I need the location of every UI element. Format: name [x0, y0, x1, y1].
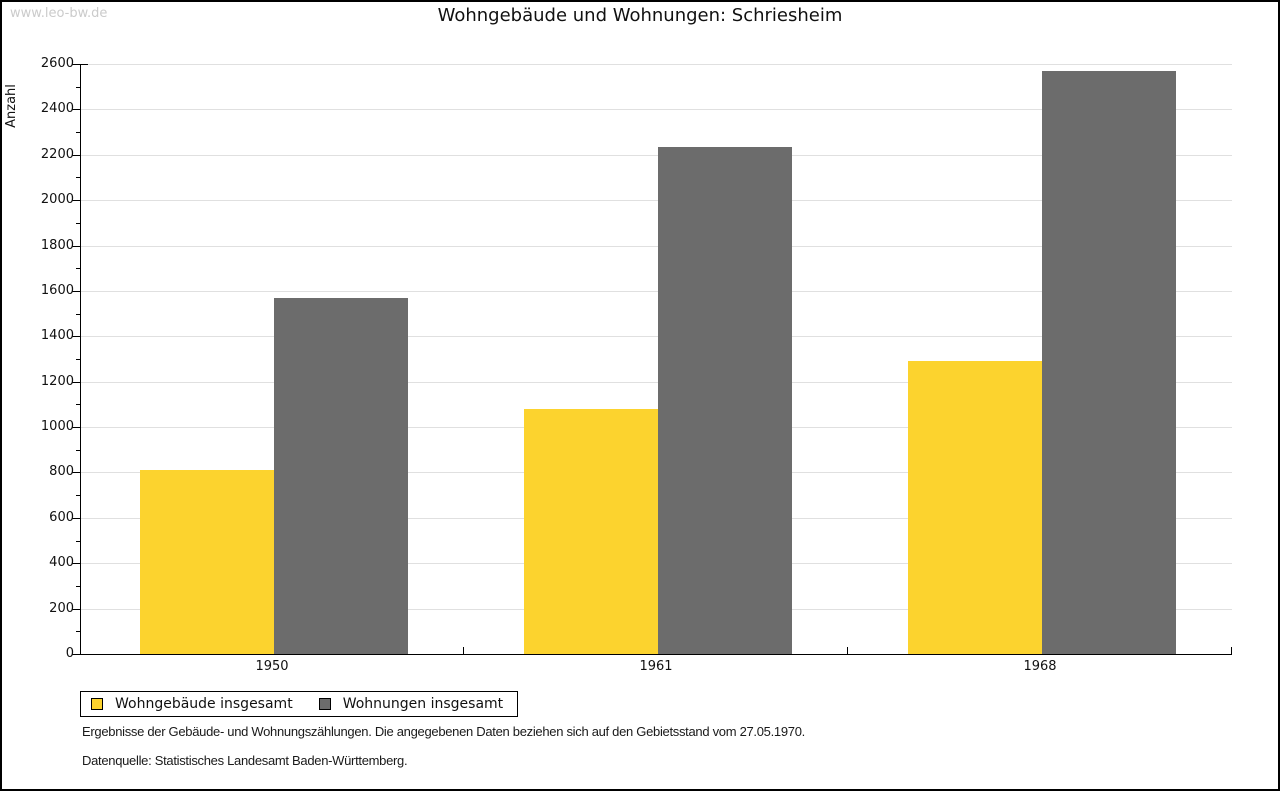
x-axis-tick [463, 647, 464, 654]
y-axis-major-tick [72, 200, 80, 201]
legend: Wohngebäude insgesamt Wohnungen insgesamt [80, 691, 519, 717]
y-axis-line [80, 64, 81, 655]
gridline [80, 155, 1232, 156]
legend-swatch-icon [91, 698, 103, 710]
y-axis-minor-tick [76, 314, 80, 315]
chart-title: Wohngebäude und Wohnungen: Schriesheim [437, 5, 843, 26]
y-axis-tick-label: 0 [65, 646, 74, 661]
y-axis-tick-label: 1800 [40, 238, 74, 253]
plot-area [80, 64, 1232, 655]
y-axis-minor-tick [76, 223, 80, 224]
y-axis-tick-label: 2200 [40, 147, 74, 162]
y-axis-tick-label: 1600 [40, 283, 74, 298]
gridline [80, 336, 1232, 337]
y-axis-minor-tick [76, 132, 80, 133]
bar-1961-series-1 [524, 409, 658, 654]
y-axis-major-tick [72, 336, 80, 337]
y-axis-minor-tick [76, 359, 80, 360]
y-axis-major-tick [72, 472, 80, 473]
legend-item-label: Wohngebäude insgesamt [115, 696, 293, 712]
y-axis-tick-label: 1200 [40, 374, 74, 389]
bar-1968-series-2 [1042, 71, 1176, 654]
y-axis-major-tick [72, 518, 80, 519]
legend-item: Wohnungen insgesamt [318, 696, 504, 712]
bar-1950-series-1 [140, 470, 274, 654]
y-axis-tick-label: 600 [49, 510, 74, 525]
gridline [80, 246, 1232, 247]
x-axis-category-label: 1968 [1023, 659, 1057, 674]
y-axis-major-tick [72, 64, 80, 65]
gridline [80, 382, 1232, 383]
y-axis-major-tick [72, 382, 80, 383]
x-axis-category-label: 1950 [255, 659, 289, 674]
y-axis-major-tick [72, 246, 80, 247]
x-axis-tick [1231, 647, 1232, 654]
y-axis-minor-tick [76, 450, 80, 451]
y-axis-minor-tick [76, 177, 80, 178]
y-axis-tick-label: 400 [49, 555, 74, 570]
y-axis-major-tick [72, 609, 80, 610]
gridline [80, 291, 1232, 292]
y-axis-tick-label: 2600 [40, 56, 74, 71]
y-axis-major-tick [72, 654, 80, 655]
y-axis-major-tick [72, 291, 80, 292]
y-axis-minor-tick [76, 495, 80, 496]
y-axis-tick-label: 2000 [40, 192, 74, 207]
y-axis-major-tick [72, 427, 80, 428]
x-axis-tick [847, 647, 848, 654]
y-axis-tick-label: 800 [49, 464, 74, 479]
y-axis-minor-tick [76, 586, 80, 587]
bar-1950-series-2 [274, 298, 408, 654]
y-axis-minor-tick [76, 631, 80, 632]
watermark: www.leo-bw.de [10, 6, 108, 21]
bar-1961-series-2 [658, 147, 792, 654]
x-axis-line [80, 654, 1232, 655]
y-axis-tick-label: 200 [49, 601, 74, 616]
y-axis-tick-label: 2400 [40, 101, 74, 116]
y-axis-minor-tick [76, 404, 80, 405]
footer-source: Datenquelle: Statistisches Landesamt Bad… [82, 753, 408, 768]
gridline [80, 200, 1232, 201]
y-axis-tick-label: 1000 [40, 419, 74, 434]
gridline [80, 64, 1232, 65]
legend-item-label: Wohnungen insgesamt [342, 696, 504, 712]
legend-item: Wohngebäude insgesamt [91, 696, 293, 712]
y-axis-major-tick [72, 109, 80, 110]
gridline [80, 109, 1232, 110]
y-axis-end-tick [80, 64, 88, 65]
y-axis-minor-tick [76, 87, 80, 88]
footer-note: Ergebnisse der Gebäude- und Wohnungszähl… [82, 724, 805, 739]
y-axis-tick-label: 1400 [40, 328, 74, 343]
x-axis-category-label: 1961 [639, 659, 673, 674]
y-axis-major-tick [72, 155, 80, 156]
y-axis-major-tick [72, 563, 80, 564]
bar-1968-series-1 [908, 361, 1042, 654]
y-axis-minor-tick [76, 268, 80, 269]
y-axis-minor-tick [76, 541, 80, 542]
legend-swatch-icon [318, 698, 331, 710]
